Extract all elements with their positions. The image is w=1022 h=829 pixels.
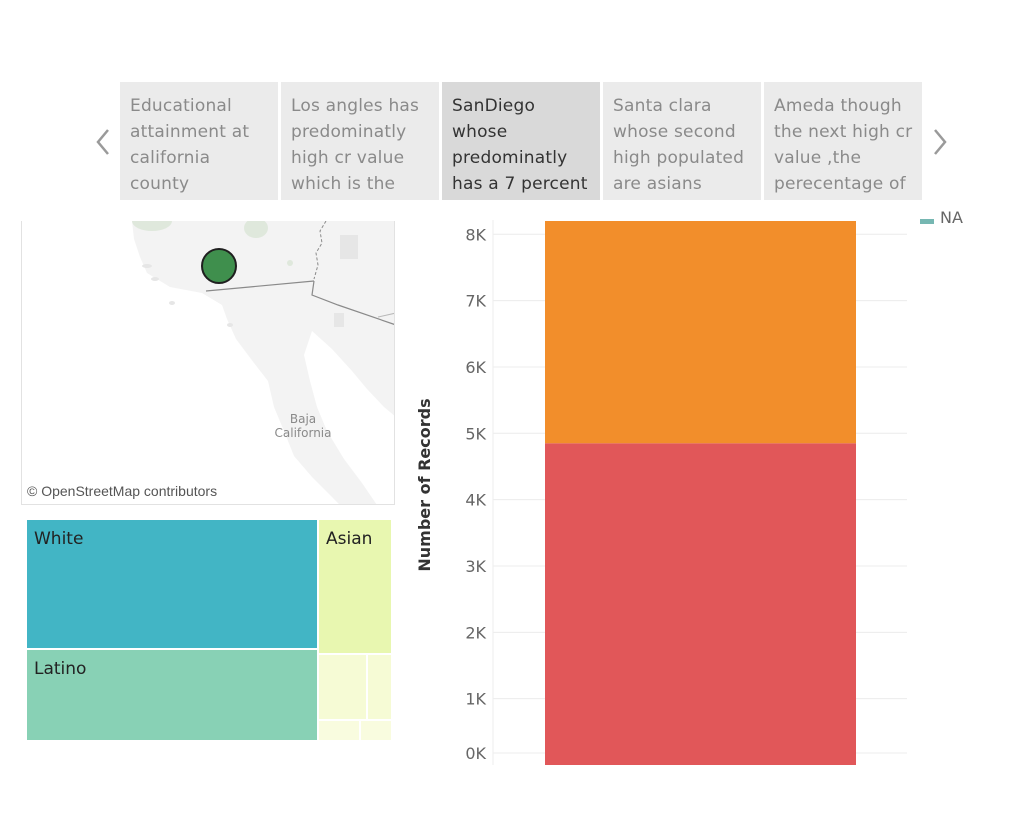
story-navigator: Educational attainment at california cou… [0,0,1022,210]
story-point-caption: Ameda though the next high cr value ,the… [774,96,913,194]
map-attribution[interactable]: © OpenStreetMap contributors [27,483,218,499]
records-bar-chart: 0K 1K 2K 3K 4K 5K 6K 7K 8K Number of Records [415,220,907,765]
treemap-cell-asian[interactable]: Asian [318,519,392,654]
y-tick-label: 7K [465,292,486,311]
y-tick-label: 5K [465,424,486,443]
legend-label: NA [940,210,963,227]
treemap-cell-other-4[interactable] [360,720,392,741]
bar-segment-1[interactable] [545,443,856,765]
bar-segment-2[interactable] [545,221,856,444]
treemap-cell-latino[interactable]: Latino [26,649,318,741]
treemap-label: Latino [34,659,87,679]
story-point-caption: Los angles has predominatly high cr valu… [291,96,420,194]
map-view[interactable]: Baja California © OpenStreetMap contribut… [21,221,395,505]
chevron-left-icon [96,129,109,155]
y-tick-label: 3K [465,557,486,576]
chart-y-ticks: 0K 1K 2K 3K 4K 5K 6K 7K 8K [465,225,486,763]
legend-swatch [920,219,934,224]
story-point-caption: Educational attainment at california cou… [130,96,250,194]
chart-bars [545,221,856,765]
map-canvas: Baja California [22,221,394,504]
story-point-caption: Santa clara whose second high populated … [613,96,745,194]
chevron-right-icon [934,129,947,155]
treemap-label: White [34,529,84,549]
treemap-cell-other-1[interactable] [318,654,367,720]
story-prev-button[interactable] [88,120,118,164]
map-region-label: Baja California [275,412,332,440]
y-tick-label: 2K [465,623,486,642]
y-tick-label: 1K [465,690,486,709]
story-point-4[interactable]: Santa clara whose second high populated … [603,82,761,200]
y-tick-label: 6K [465,358,486,377]
ethnicity-treemap: White Asian Latino [26,519,392,741]
y-axis-label: Number of Records [415,398,434,571]
story-point-5[interactable]: Ameda though the next high cr value ,the… [764,82,922,200]
story-next-button[interactable] [925,120,955,164]
story-point-3[interactable]: SanDiego whose predominatly has a 7 perc… [442,82,600,200]
county-marker [201,248,237,284]
story-point-caption: SanDiego whose predominatly has a 7 perc… [452,96,588,194]
treemap-label: Asian [326,529,373,549]
y-tick-label: 0K [465,744,486,763]
chart-legend[interactable]: NA [918,210,998,230]
treemap-cell-other-2[interactable] [367,654,392,720]
treemap-cell-other-3[interactable] [318,720,360,741]
y-tick-label: 4K [465,491,486,510]
story-point-1[interactable]: Educational attainment at california cou… [120,82,278,200]
story-point-2[interactable]: Los angles has predominatly high cr valu… [281,82,439,200]
treemap-cell-white[interactable]: White [26,519,318,649]
y-tick-label: 8K [465,225,486,244]
